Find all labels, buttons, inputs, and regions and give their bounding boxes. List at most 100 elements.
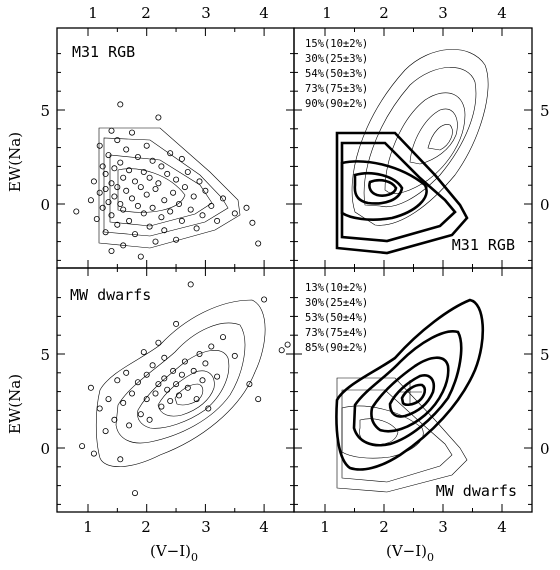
x-tick-label-top: 3	[201, 4, 211, 22]
y-tick-label-right: 5	[540, 102, 550, 120]
y-tick-label-left: 0	[40, 196, 50, 214]
contour-line	[352, 330, 463, 447]
scatter-point	[219, 195, 226, 202]
scatter-point	[161, 375, 168, 382]
contour-line	[353, 171, 404, 205]
panel-label-top-left: M31 RGB	[72, 43, 135, 61]
scatter-point	[140, 349, 147, 356]
scatter-point	[108, 212, 115, 219]
scatter-point	[114, 184, 121, 191]
legend-entry: 73%(75±3%)	[305, 83, 368, 95]
scatter-bottom-left	[79, 281, 291, 497]
scatter-point	[231, 210, 238, 217]
scatter-point	[164, 170, 171, 177]
scatter-point	[117, 200, 124, 207]
contour-line	[370, 356, 450, 433]
x-tick-label-top: 4	[259, 4, 269, 22]
scatter-point	[128, 390, 135, 397]
scatter-point	[255, 396, 262, 403]
contour-line	[157, 370, 215, 417]
scatter-point	[193, 225, 200, 232]
scatter-point	[111, 165, 118, 172]
scatter-point	[219, 334, 226, 341]
scatter-point	[123, 369, 130, 376]
scatter-point	[278, 347, 285, 354]
contour-line	[174, 383, 204, 406]
y-tick-label-left: 5	[40, 346, 50, 364]
scatter-point	[114, 137, 121, 144]
scatter-point	[167, 150, 174, 157]
scatter-point	[128, 129, 135, 136]
scatter-point	[161, 197, 168, 204]
scatter-point	[158, 163, 165, 170]
scatter-point	[114, 221, 121, 228]
scatter-point	[105, 152, 112, 159]
scatter-point	[96, 405, 103, 412]
contour-line	[384, 92, 466, 194]
scatter-point	[173, 236, 180, 243]
scatter-point	[117, 159, 124, 166]
panel-label-top-right: M31 RGB	[452, 236, 515, 254]
scatter-point	[161, 227, 168, 234]
x-axis-label-left: (V−I)0	[150, 542, 198, 564]
scatter-point	[170, 367, 177, 374]
scatter-point	[152, 185, 159, 192]
scatter-point	[184, 168, 191, 175]
scatter-point	[149, 204, 156, 211]
scatter-point	[126, 167, 133, 174]
scatter-point	[181, 358, 188, 365]
x-axis-label-text: (V−I)	[150, 542, 191, 560]
scatter-point	[155, 114, 162, 121]
scatter-point	[123, 146, 130, 153]
x-tick-label-bottom: 2	[379, 518, 389, 536]
scatter-point	[196, 350, 203, 357]
scatter-point	[96, 142, 103, 149]
contour-line	[363, 67, 477, 208]
x-axis-label-subscript: 0	[427, 551, 434, 564]
scatter-point	[120, 174, 127, 181]
scatter-point	[181, 184, 188, 191]
scatter-point	[152, 390, 159, 397]
scatter-point	[187, 206, 194, 213]
scatter-top-left	[73, 101, 262, 260]
scatter-point	[120, 206, 127, 213]
contour-line	[115, 322, 246, 444]
x-tick-label-top: 4	[497, 4, 507, 22]
x-axis-label-subscript: 0	[191, 551, 198, 564]
scatter-point	[102, 185, 109, 192]
scatter-point	[126, 217, 133, 224]
contours-top-left	[98, 127, 241, 249]
scatter-point	[202, 187, 209, 194]
scatter-point	[137, 253, 144, 260]
contour-line	[341, 389, 453, 483]
scatter-point	[149, 157, 156, 164]
scatter-point	[202, 360, 209, 367]
scatter-point	[152, 238, 159, 245]
y-tick-label-right: 0	[540, 196, 550, 214]
scatter-point	[108, 180, 115, 187]
scatter-point	[143, 371, 150, 378]
contour-line	[335, 131, 469, 255]
scatter-point	[99, 204, 106, 211]
scatter-point	[214, 373, 221, 380]
scatter-point	[184, 384, 191, 391]
scatter-point	[143, 142, 150, 149]
scatter-point	[120, 242, 127, 249]
scatter-point	[93, 215, 100, 222]
scatter-point	[117, 456, 124, 463]
scatter-point	[173, 320, 180, 327]
scatter-point	[208, 343, 215, 350]
legend-bottom-right: 13%(10±2%) 30%(25±4%) 53%(50±4%) 73%(75±…	[305, 282, 368, 354]
x-tick-label-top: 1	[88, 4, 98, 22]
x-tick-label-bottom: 3	[438, 518, 448, 536]
scatter-point	[99, 163, 106, 170]
legend-top-right: 15%(10±2%) 30%(25±3%) 54%(50±3%) 73%(75±…	[305, 38, 368, 110]
x-tick-label-bottom: 3	[201, 518, 211, 536]
scatter-point	[190, 193, 197, 200]
scatter-point	[243, 204, 250, 211]
scatter-point	[146, 174, 153, 181]
contours-bottom-right-thick	[335, 298, 485, 471]
scatter-point	[246, 381, 253, 388]
scatter-point	[158, 214, 165, 221]
scatter-point	[178, 155, 185, 162]
